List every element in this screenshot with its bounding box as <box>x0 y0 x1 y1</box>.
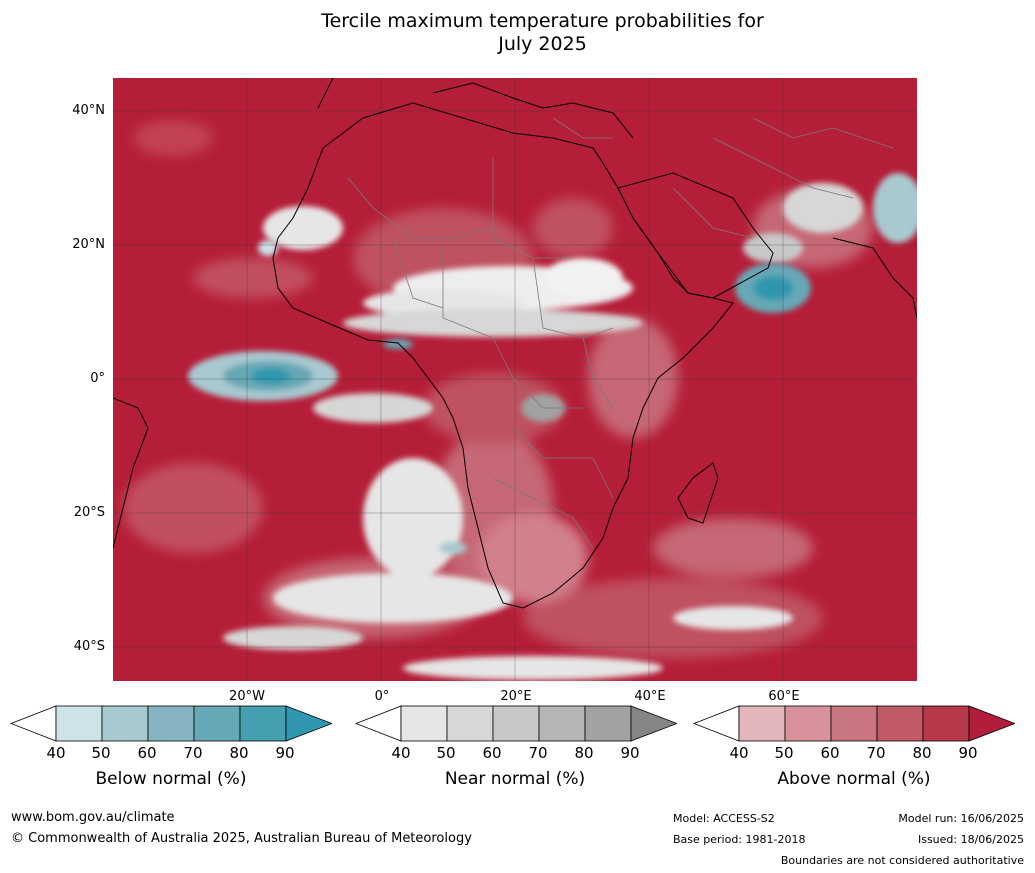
near-tick: 50 <box>436 744 456 762</box>
probability-map[interactable] <box>113 78 917 681</box>
below-swatch <box>193 705 241 742</box>
near-tick: 70 <box>528 744 548 762</box>
south-america-outline <box>113 397 149 549</box>
lat-label-0: 0° <box>90 371 105 386</box>
near-swatch <box>538 705 586 742</box>
above-swatch <box>830 705 878 742</box>
base-period-text: Base period: 1981-2018 <box>673 833 806 846</box>
below-tick: 40 <box>46 744 66 762</box>
above-tick: 50 <box>774 744 794 762</box>
lon-label-20w: 20°W <box>229 689 265 704</box>
below-tick: 80 <box>229 744 249 762</box>
near-tick: 80 <box>574 744 594 762</box>
near-swatch <box>584 705 632 742</box>
graticule <box>113 78 917 681</box>
above-normal-label: Above normal (%) <box>777 769 931 789</box>
copyright-text: © Commonwealth of Australia 2025, Austra… <box>11 831 472 846</box>
below-swatch <box>101 705 149 742</box>
below-tick: 60 <box>137 744 157 762</box>
title-line-1: Tercile maximum temperature probabilitie… <box>321 10 764 32</box>
europe-coastline <box>317 78 634 139</box>
above-swatch <box>784 705 832 742</box>
madagascar-outline <box>677 462 719 524</box>
bom-url-link[interactable]: www.bom.gov.au/climate <box>11 810 175 825</box>
africa-coastline <box>272 102 734 609</box>
colorbar-near-svg <box>355 705 677 742</box>
near-swatch-low <box>355 705 402 742</box>
below-swatch <box>55 705 103 742</box>
below-tick: 50 <box>91 744 111 762</box>
issued-text: Issued: 18/06/2025 <box>917 833 1024 846</box>
near-normal-regions <box>223 183 863 680</box>
near-swatch <box>400 705 448 742</box>
lat-label-20s: 20°S <box>73 505 105 520</box>
above-tick: 70 <box>866 744 886 762</box>
below-normal-label: Below normal (%) <box>95 769 247 789</box>
above-swatch-low <box>693 705 740 742</box>
near-tick: 40 <box>391 744 411 762</box>
near-swatch-high <box>630 705 677 742</box>
above-swatch <box>876 705 924 742</box>
arabia-outline <box>617 172 774 299</box>
near-swatch <box>446 705 494 742</box>
lat-label-40s: 40°S <box>73 639 105 654</box>
above-tick: 90 <box>958 744 978 762</box>
above-swatch <box>738 705 786 742</box>
lon-label-20e: 20°E <box>500 689 532 704</box>
near-tick: 60 <box>482 744 502 762</box>
above-swatch-high <box>968 705 1015 742</box>
below-swatch <box>147 705 195 742</box>
colorbar-above-svg <box>693 705 1015 742</box>
title-line-2: July 2025 <box>498 33 587 55</box>
above-tick: 60 <box>820 744 840 762</box>
colorbar-below-svg <box>10 705 332 742</box>
country-borders <box>347 117 894 549</box>
lon-label-40e: 40°E <box>634 689 666 704</box>
below-tick: 90 <box>275 744 295 762</box>
near-normal-label: Near normal (%) <box>444 769 586 789</box>
lon-label-0: 0° <box>374 689 390 704</box>
above-swatch <box>922 705 970 742</box>
above-tick: 40 <box>729 744 749 762</box>
lon-label-60e: 60°E <box>768 689 800 704</box>
above-tick: 80 <box>912 744 932 762</box>
lat-label-40n: 40°N <box>72 103 105 118</box>
disclaimer-text: Boundaries are not considered authoritat… <box>780 854 1024 867</box>
india-outline <box>832 237 917 319</box>
model-run-text: Model run: 16/06/2025 <box>898 812 1024 825</box>
below-tick: 70 <box>183 744 203 762</box>
model-text: Model: ACCESS-S2 <box>673 812 775 825</box>
below-normal-regions <box>188 173 917 554</box>
chart-title: Tercile maximum temperature probabilitie… <box>0 10 1035 56</box>
lat-label-20n: 20°N <box>72 237 105 252</box>
near-swatch <box>492 705 540 742</box>
below-swatch-low <box>10 705 57 742</box>
below-swatch <box>239 705 287 742</box>
near-tick: 90 <box>620 744 640 762</box>
below-swatch-high <box>285 705 332 742</box>
